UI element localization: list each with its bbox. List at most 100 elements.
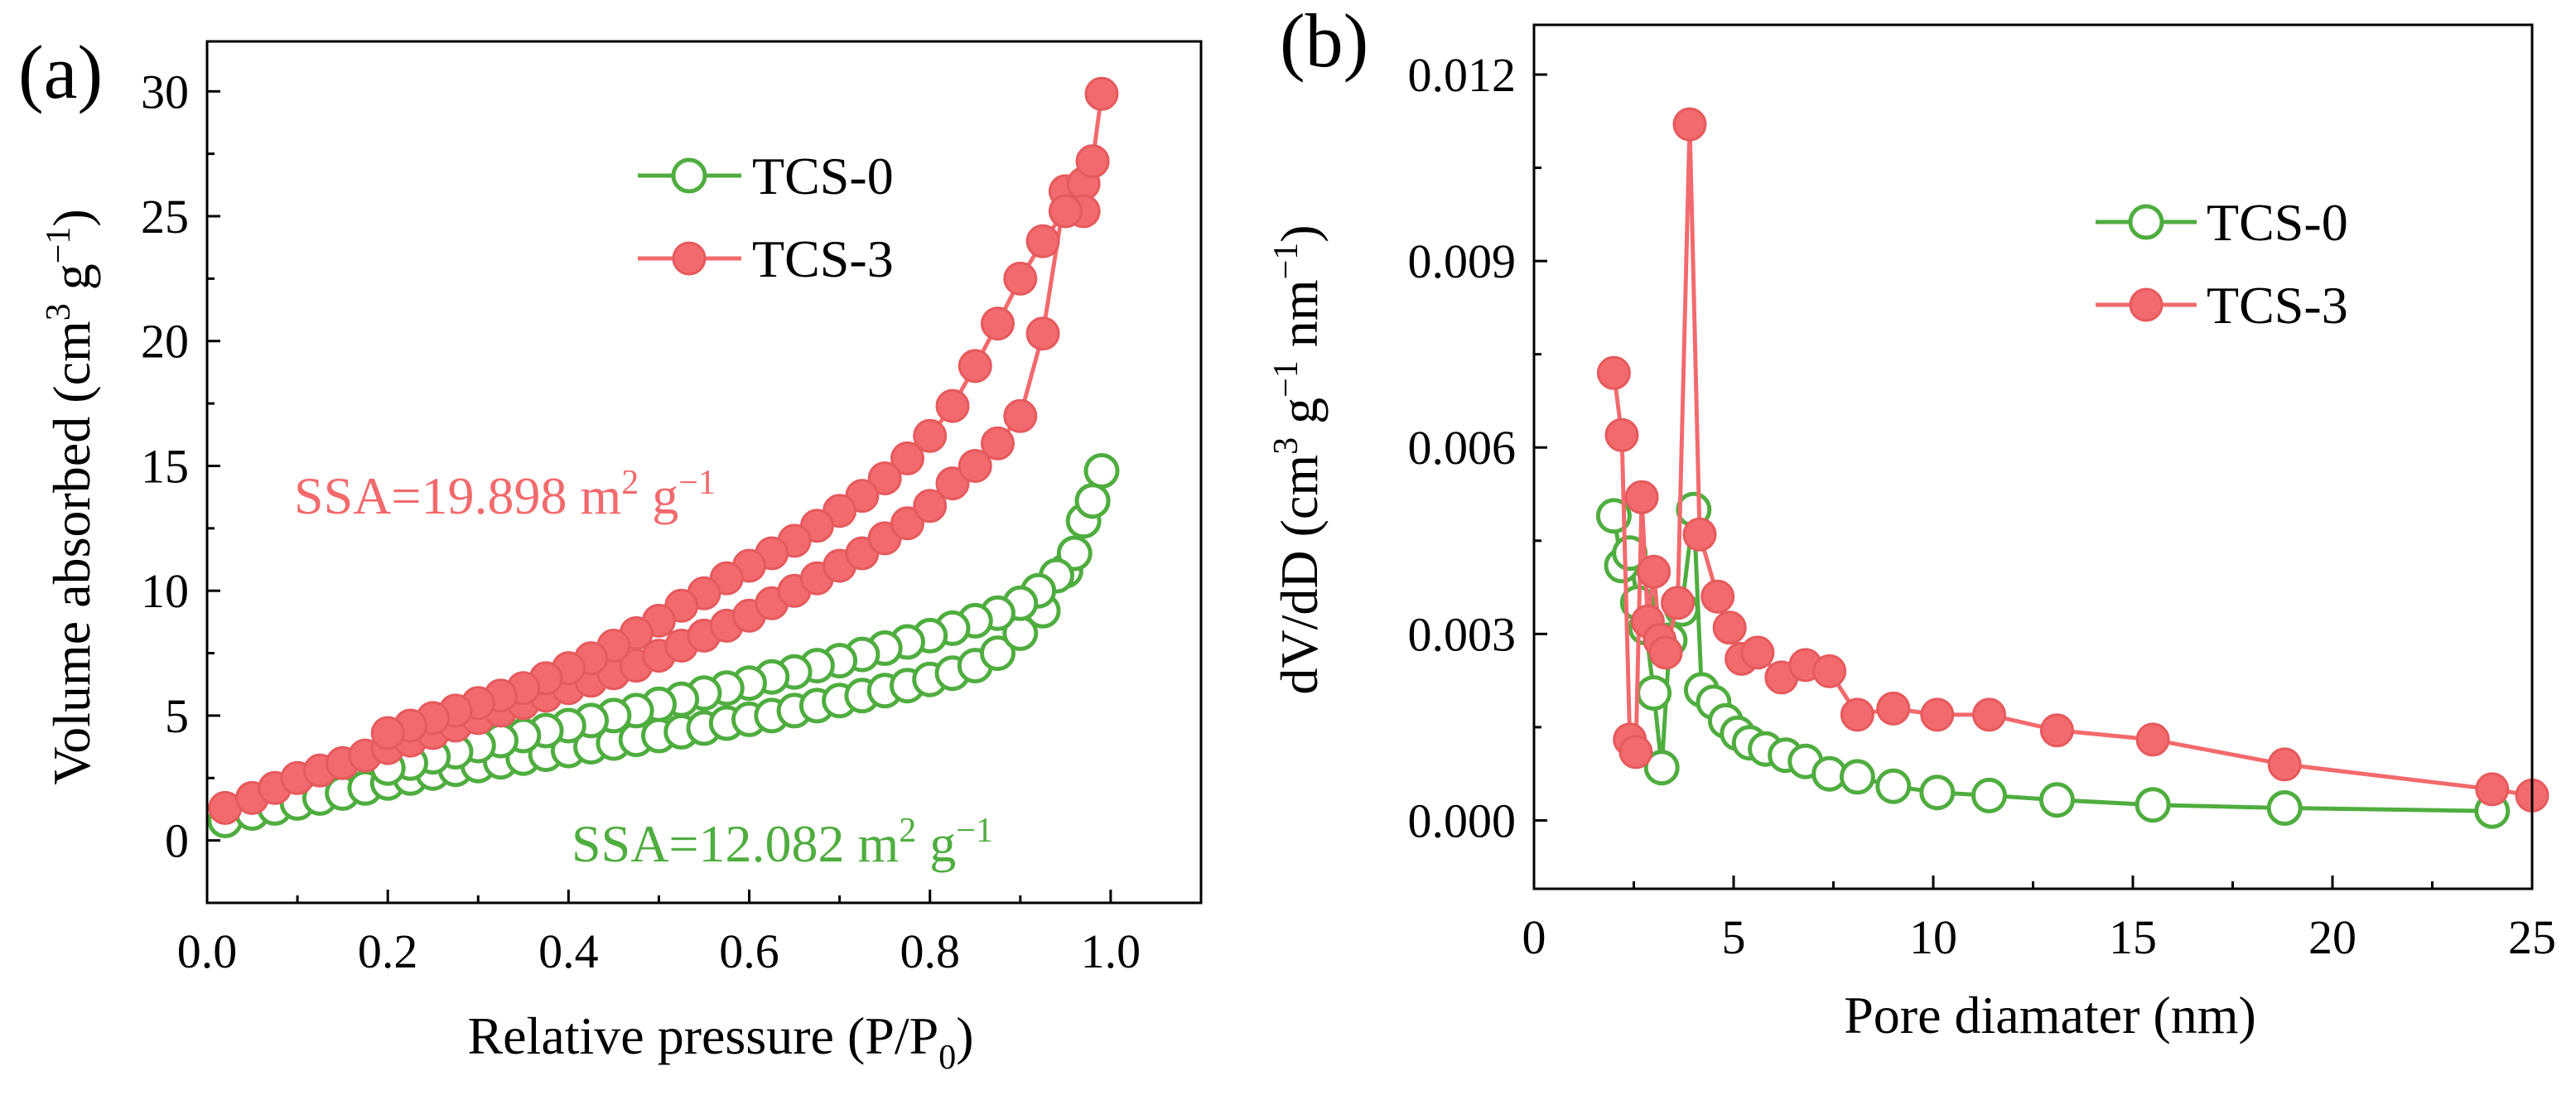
data-point-tcs-3	[890, 441, 924, 475]
data-point-tcs-3	[1700, 579, 1735, 614]
data-point-tcs-3	[1876, 691, 1911, 726]
legend-marker-tcs3	[2129, 287, 2164, 322]
data-point-tcs-3	[958, 449, 992, 483]
data-point-tcs-3	[1624, 480, 1659, 514]
data-point-tcs-0	[2038, 782, 2075, 818]
data-point-tcs-3	[1075, 144, 1110, 179]
y-tick-label: 5	[165, 689, 189, 743]
data-point-tcs-3	[913, 418, 948, 453]
panel-a-legend: TCS-0 TCS-3	[638, 147, 894, 288]
panel-b-legend-tcs3: TCS-3	[2096, 276, 2348, 335]
y-tick-label: 0	[165, 814, 189, 868]
data-point-tcs-0	[2135, 787, 2171, 823]
data-point-tcs-0	[1839, 759, 1875, 795]
data-point-tcs-3	[1812, 654, 1847, 688]
panel-a-legend-tcs3: TCS-3	[638, 229, 894, 288]
data-point-tcs-3	[1648, 635, 1683, 670]
panel-b-ticks: 0 5 10 15 20 25 0.000 0.003 0.006 0.009 0.012	[1408, 48, 2557, 964]
panel-b-data	[1595, 107, 2549, 829]
data-point-tcs-0	[1074, 483, 1111, 519]
data-point-tcs-3	[1025, 316, 1060, 351]
panel-a-label: (a)	[18, 30, 103, 114]
legend-marker-tcs0	[2128, 204, 2164, 240]
y-tick-label: 30	[141, 65, 189, 118]
y-tick-label: 0.000	[1408, 794, 1517, 847]
data-point-tcs-3	[1003, 261, 1038, 296]
panel-a-ssa-tcs3: SSA=19.898 m2 g−1	[294, 464, 716, 525]
data-point-tcs-0	[1971, 777, 2007, 813]
data-point-tcs-3	[1618, 735, 1653, 770]
data-point-tcs-3	[1661, 586, 1695, 620]
data-point-tcs-3	[867, 461, 902, 495]
y-tick-label: 25	[141, 190, 189, 244]
legend-label-tcs0: TCS-0	[752, 147, 894, 205]
x-tick-label: 5	[1722, 910, 1746, 964]
panel-b-label: (b)	[1280, 0, 1368, 83]
data-point-tcs-0	[1875, 768, 1912, 804]
data-point-tcs-3	[913, 489, 948, 523]
data-point-tcs-0	[1083, 453, 1120, 489]
data-point-tcs-3	[935, 388, 970, 423]
data-point-tcs-0	[980, 635, 1015, 672]
x-tick-label: 10	[1909, 910, 1957, 964]
data-point-tcs-3	[958, 349, 992, 384]
data-point-tcs-3	[1048, 194, 1083, 229]
panel-a: (a) Volume absorbed (cm3 g−1) Relative p…	[18, 30, 1203, 1077]
data-point-tcs-3	[1084, 76, 1119, 111]
x-tick-label: 0.4	[538, 924, 599, 978]
data-point-tcs-3	[890, 506, 924, 541]
legend-label-tcs3: TCS-3	[2207, 276, 2348, 335]
panel-a-xlabel: Relative pressure (P/P0)	[467, 1006, 973, 1077]
data-point-tcs-3	[981, 306, 1015, 341]
panel-b: (b) dV/dD (cm3 g−1 nm−1) Pore diamater (…	[1267, 0, 2556, 1045]
legend-label-tcs0: TCS-0	[2207, 193, 2348, 252]
data-point-tcs-3	[1740, 635, 1775, 670]
y-tick-label: 0.012	[1408, 48, 1517, 102]
data-point-tcs-3	[1920, 697, 1955, 732]
data-point-tcs-3	[1003, 398, 1038, 433]
panel-b-ylabel: dV/dD (cm3 g−1 nm−1)	[1267, 224, 1329, 694]
legend-marker-tcs3	[672, 241, 707, 276]
panel-a-legend-tcs0: TCS-0	[638, 147, 894, 205]
data-point-tcs-3	[1672, 107, 1707, 142]
data-point-tcs-3	[1025, 224, 1060, 258]
panel-a-ssa-tcs0: SSA=12.082 m2 g−1	[572, 812, 993, 873]
data-point-tcs-0	[1919, 774, 1956, 811]
x-tick-label: 15	[2109, 910, 2157, 964]
data-point-tcs-3	[1637, 554, 1672, 589]
x-tick-label: 0.0	[177, 924, 238, 978]
data-point-tcs-3	[2267, 747, 2302, 782]
data-point-tcs-0	[2266, 790, 2303, 826]
y-tick-label: 0.009	[1408, 234, 1517, 288]
data-point-tcs-3	[370, 716, 405, 750]
x-tick-label: 0.6	[719, 924, 779, 978]
panel-b-plot-frame	[1532, 23, 2534, 890]
data-point-tcs-3	[2039, 713, 2074, 748]
panel-b-xlabel: Pore diamater (nm)	[1844, 986, 2256, 1045]
data-point-tcs-3	[2135, 722, 2170, 757]
data-point-tcs-0	[1636, 675, 1672, 712]
x-tick-label: 0.8	[900, 924, 960, 978]
data-point-tcs-3	[1596, 355, 1631, 390]
data-point-tcs-3	[1840, 697, 1874, 732]
data-point-tcs-3	[935, 466, 970, 501]
y-tick-label: 0.006	[1408, 421, 1517, 475]
panel-b-legend: TCS-0 TCS-3	[2096, 193, 2348, 335]
y-tick-label: 20	[141, 315, 189, 369]
x-tick-label: 0.2	[358, 924, 418, 978]
y-tick-label: 10	[141, 564, 189, 618]
data-point-tcs-0	[1643, 750, 1680, 786]
data-point-tcs-3	[1712, 610, 1747, 645]
panel-a-data	[207, 76, 1120, 838]
data-point-tcs-3	[1972, 697, 2006, 732]
panel-a-plot-frame	[205, 40, 1203, 905]
data-point-tcs-3	[2475, 772, 2510, 807]
x-tick-label: 25	[2508, 910, 2556, 964]
y-tick-label: 15	[141, 439, 189, 493]
x-tick-label: 1.0	[1081, 924, 1141, 978]
legend-label-tcs3: TCS-3	[752, 229, 894, 288]
x-tick-label: 20	[2308, 910, 2357, 964]
legend-marker-tcs0	[671, 157, 707, 194]
